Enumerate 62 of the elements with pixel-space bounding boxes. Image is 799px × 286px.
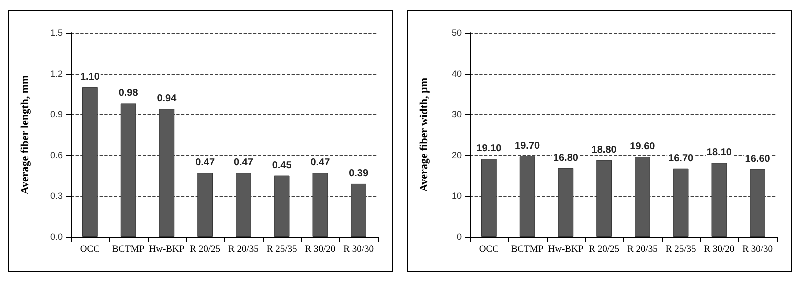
y-tick-label: 30: [452, 110, 462, 120]
y-tick-label: 0.3: [50, 191, 63, 202]
y-tick-label: 0.9: [50, 110, 63, 120]
bar: [198, 173, 213, 237]
bar: [520, 156, 536, 237]
x-tick-label: R 25/35: [266, 245, 298, 255]
bar: [82, 87, 98, 237]
bar: [635, 157, 650, 237]
data-label: 16.60: [745, 154, 771, 165]
bar: [120, 104, 136, 237]
y-tick-label: 0: [456, 232, 462, 242]
y-tick-label: 0.6: [50, 150, 63, 160]
data-label: 19.10: [476, 144, 502, 155]
x-tick-label: Hw-BKP: [548, 245, 584, 255]
data-label: 0.39: [349, 168, 369, 180]
bar: [482, 159, 497, 237]
x-tick-label: Hw-BKP: [149, 245, 185, 255]
data-label: 19.60: [630, 142, 656, 153]
y-tick-label: 50: [452, 28, 462, 38]
x-tick-label: R 20/25: [190, 245, 221, 255]
data-label: 18.80: [592, 144, 618, 156]
y-tick-label: 1.2: [50, 68, 63, 79]
x-tick-label: OCC: [479, 245, 499, 255]
bar: [673, 168, 689, 237]
data-label: 0.45: [272, 160, 292, 172]
data-label: 16.80: [553, 152, 579, 164]
x-tick-label: R 30/30: [742, 245, 774, 255]
data-label: 0.47: [196, 158, 216, 169]
x-tick-label: OCC: [80, 245, 100, 255]
bar: [750, 169, 766, 237]
y-axis-title: Average fiber width, µm: [418, 78, 430, 192]
data-label: 19.70: [515, 141, 541, 152]
x-tick-label: R 25/35: [666, 245, 696, 255]
bar: [274, 176, 290, 237]
bar: [159, 109, 175, 237]
data-label: 0.98: [118, 88, 139, 100]
bar: [596, 160, 612, 237]
y-tick-label: 10: [452, 191, 462, 202]
bar: [312, 173, 328, 237]
bar: [712, 163, 728, 237]
x-tick-label: R 30/20: [305, 245, 336, 255]
y-tick-label: 0.0: [50, 232, 63, 242]
y-tick-label: 1.5: [50, 28, 63, 38]
data-label: 0.47: [310, 158, 331, 169]
y-tick-label: 40: [452, 68, 462, 79]
y-tick-label: 20: [452, 150, 462, 160]
data-label: 1.10: [80, 72, 100, 83]
x-tick-label: R 20/35: [228, 245, 260, 255]
bar: [351, 184, 366, 237]
bar: [558, 168, 574, 237]
bar: [236, 173, 252, 237]
x-tick-label: R 30/30: [344, 245, 374, 255]
data-label: 0.94: [157, 94, 178, 105]
data-label: 16.70: [668, 153, 694, 164]
x-tick-label: BCTMP: [112, 245, 145, 255]
x-tick-label: BCTMP: [511, 245, 544, 255]
y-axis-title: Average fiber length, mm: [20, 75, 32, 195]
data-label: 0.47: [234, 158, 254, 169]
data-label: 18.10: [706, 148, 732, 159]
x-tick-label: R 20/35: [628, 245, 658, 255]
x-tick-label: R 20/25: [589, 245, 620, 255]
x-tick-label: R 30/20: [704, 245, 735, 255]
